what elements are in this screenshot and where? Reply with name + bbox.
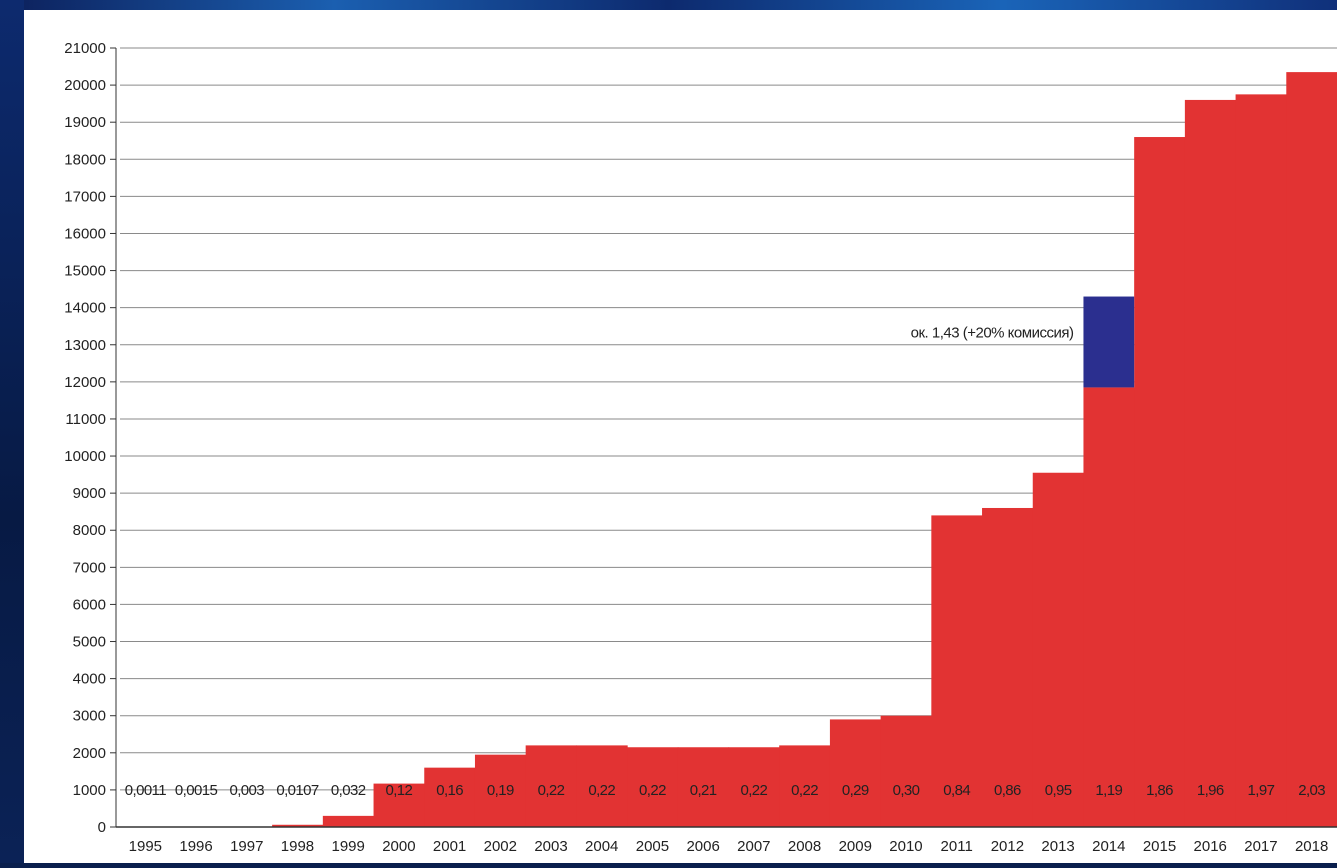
bar-2002 [474,754,527,827]
data-label-2014: 1,19 [1095,782,1122,799]
x-tick-label-2000: 2000 [382,838,415,855]
y-tick-label: 12000 [64,374,106,391]
y-tick-label: 7000 [73,559,106,576]
x-tick-label-2012: 2012 [991,838,1024,855]
y-tick-label: 11000 [65,411,106,428]
y-tick-label: 20000 [64,77,106,94]
bar-2011 [931,515,983,827]
data-label-2001: 0,16 [436,782,463,799]
bar-2014-extra [1083,296,1135,388]
y-tick-label: 5000 [73,634,106,651]
bar-2004 [576,745,628,827]
x-tick-label-1996: 1996 [179,838,212,855]
data-label-2000: 0,12 [385,782,412,799]
bar-2016 [1184,99,1237,827]
y-tick-label: 3000 [73,708,106,725]
bar-chart: 0 1000 2000 3000 4000 5000 6000 7000 8000 9000 100… [64,40,1337,855]
data-label-1999: 0,032 [331,782,366,799]
bar-2014 [1083,387,1135,827]
data-label-2009: 0,29 [842,782,869,799]
x-tick-label-2009: 2009 [839,838,872,855]
y-tick-label: 16000 [64,225,106,242]
x-tick-label-2001: 2001 [433,838,466,855]
background-left-band [0,0,24,863]
y-tick-label: 1000 [73,782,106,799]
bar-2015 [1134,137,1186,827]
bar-2008 [779,745,831,827]
x-tick-label-2002: 2002 [484,838,517,855]
x-tick-label-2013: 2013 [1041,838,1074,855]
bar-2001 [424,767,476,827]
x-tick-label-2011: 2011 [941,838,973,855]
y-tick-label: 14000 [64,300,106,317]
bar-2013 [1032,472,1085,827]
y-tick-label: 13000 [64,337,106,354]
x-tick-label-2006: 2006 [686,838,719,855]
data-label-1995: 0,0011 [125,782,166,799]
x-tick-label-2015: 2015 [1143,838,1176,855]
y-tick-label: 21000 [64,40,106,57]
data-label-2010: 0,30 [893,782,920,799]
x-tick-label-2008: 2008 [788,838,821,855]
data-label-2005: 0,22 [639,782,666,799]
bar-2005 [627,747,679,827]
x-tick-label-2010: 2010 [889,838,922,855]
data-label-2002: 0,19 [487,782,514,799]
x-tick-label-2017: 2017 [1244,838,1277,855]
data-label-2016: 1,96 [1197,782,1224,799]
bar-2006 [677,747,730,827]
x-tick-label-2004: 2004 [585,838,618,855]
bar-2009 [829,719,882,827]
background-top-band [0,0,1337,10]
bar-2007 [728,747,780,827]
y-tick-label: 17000 [64,188,106,205]
x-tick-label-2014: 2014 [1092,838,1125,855]
y-tick-label: 10000 [64,448,106,465]
bar-2018 [1286,72,1337,827]
data-label-2015: 1,86 [1146,782,1173,799]
x-tick-label-2007: 2007 [737,838,770,855]
data-label-1998: 0,0107 [276,782,319,799]
data-label-2007: 0,22 [740,782,767,799]
y-tick-label: 6000 [73,596,106,613]
data-label-2004: 0,22 [588,782,615,799]
x-tick-label-1995: 1995 [129,838,162,855]
y-tick-label: 0 [98,819,106,836]
y-tick-label: 8000 [73,522,106,539]
y-tick-label: 15000 [64,263,106,280]
data-label-1996: 0,0015 [175,782,218,799]
bar-2017 [1235,94,1287,828]
data-label-2012: 0,86 [994,782,1021,799]
y-tick-label: 9000 [73,485,106,502]
data-label-2006: 0,21 [690,782,717,799]
bar-1998 [272,824,324,827]
x-tick-label-2018: 2018 [1295,838,1328,855]
bar-2003 [525,745,577,827]
x-tick-label-1998: 1998 [281,838,314,855]
x-tick-label-2005: 2005 [636,838,669,855]
data-label-2011: 0,84 [943,782,970,799]
y-tick-label: 19000 [64,114,106,131]
data-label-2013: 0,95 [1045,782,1072,799]
y-tick-label: 18000 [64,151,106,168]
x-tick-label-2016: 2016 [1194,838,1227,855]
data-label-1997: 0,003 [229,782,264,799]
bar-2010 [880,715,932,827]
y-tick-label: 4000 [73,671,106,688]
x-tick-label-1997: 1997 [230,838,263,855]
bar-2012 [982,507,1034,827]
y-tick-label: 2000 [73,745,106,762]
data-label-2018: 2,03 [1298,782,1325,799]
data-label-2003: 0,22 [538,782,565,799]
x-tick-label-2003: 2003 [534,838,567,855]
x-tick-label-1999: 1999 [332,838,365,855]
bar-2000 [373,783,425,827]
data-label-2017: 1,97 [1248,782,1275,799]
data-label-2008: 0,22 [791,782,818,799]
annotation-label: ок. 1,43 (+20% комиссия) [911,324,1074,341]
bar-1999 [322,815,375,827]
chart-panel: 0 1000 2000 3000 4000 5000 6000 7000 8000 9000 100… [24,10,1337,863]
